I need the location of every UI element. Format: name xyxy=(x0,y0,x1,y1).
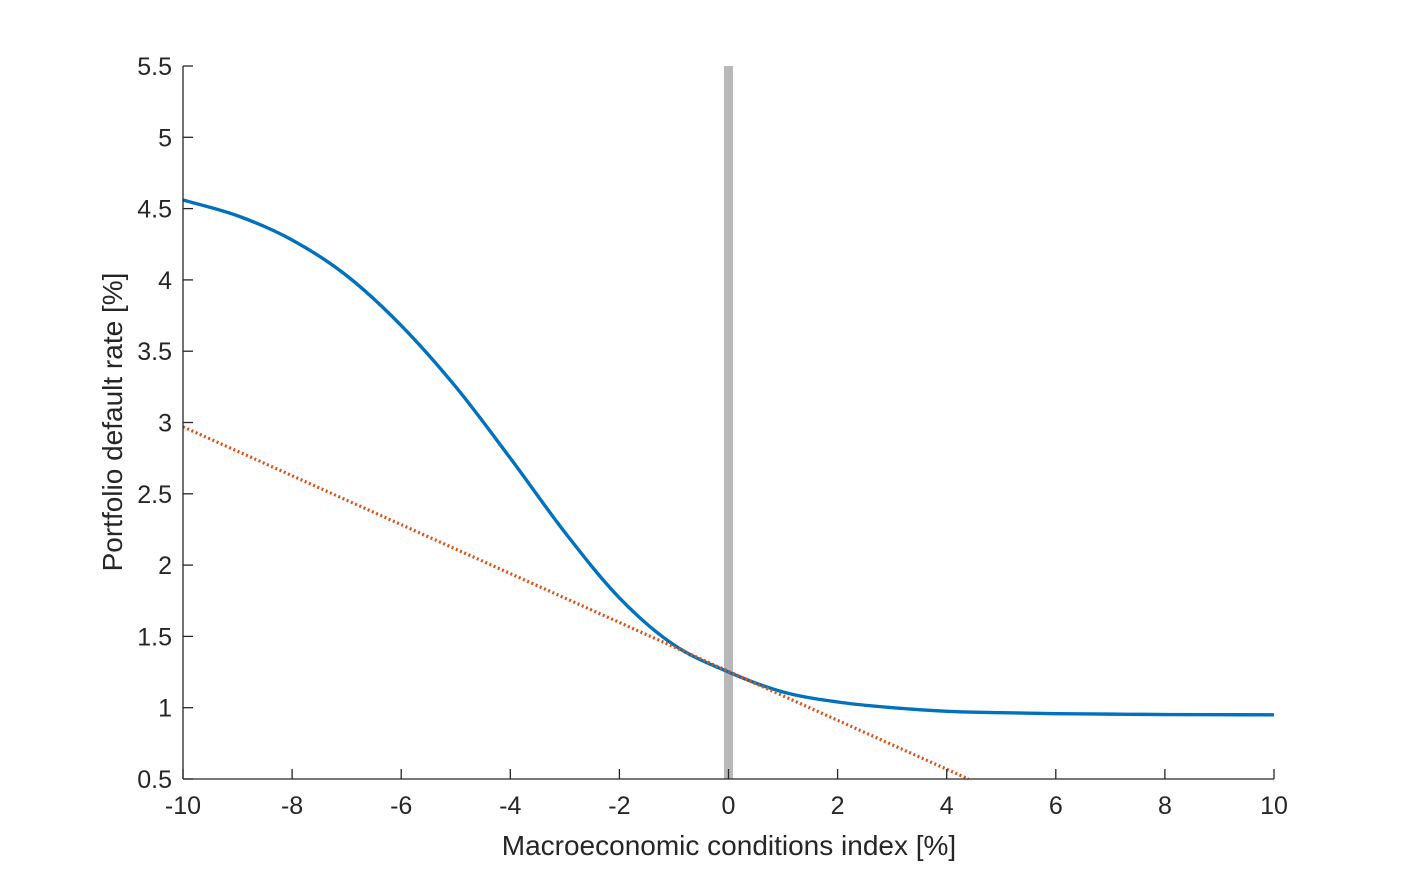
y-tick-label: 4.5 xyxy=(137,196,172,224)
series-solid-line xyxy=(182,198,1275,717)
y-tick-label: 2 xyxy=(158,552,172,580)
axes-layer: -10 -8 -6 -4 -2 0 2 4 6 8 10 0.5 1 1.5 2 2.5 3 3.5 4 4.5 5 5.… xyxy=(137,53,1288,820)
x-tick-label: -4 xyxy=(499,792,521,820)
y-tick-label: 2.5 xyxy=(137,481,172,509)
x-axis-label: Macroeconomic conditions index [%] xyxy=(502,830,956,861)
y-tick-label: 1 xyxy=(158,695,172,723)
x-tick-label: 4 xyxy=(940,792,954,820)
y-tick-label: 0.5 xyxy=(137,766,172,794)
y-tick-label: 5.5 xyxy=(137,53,172,81)
series-dotted-line xyxy=(182,425,970,781)
x-tick-label: 6 xyxy=(1049,792,1063,820)
y-tick-label: 3 xyxy=(158,410,172,438)
x-tick-label: 8 xyxy=(1158,792,1172,820)
y-tick-label: 3.5 xyxy=(137,338,172,366)
y-tick-label: 5 xyxy=(158,124,172,152)
x-tick-label: 0 xyxy=(722,792,736,820)
x-tick-label: -10 xyxy=(165,792,201,820)
y-tick-label: 1.5 xyxy=(137,623,172,651)
y-axis-label: Portfolio default rate [%] xyxy=(97,273,128,572)
x-tick-label: 10 xyxy=(1260,792,1288,820)
x-tick-label: 2 xyxy=(831,792,845,820)
plot-layer xyxy=(182,66,1275,781)
y-tick-label: 4 xyxy=(158,267,172,295)
x-tick-label: -8 xyxy=(281,792,303,820)
x-tick-label: -2 xyxy=(608,792,630,820)
x-tick-label: -6 xyxy=(390,792,412,820)
